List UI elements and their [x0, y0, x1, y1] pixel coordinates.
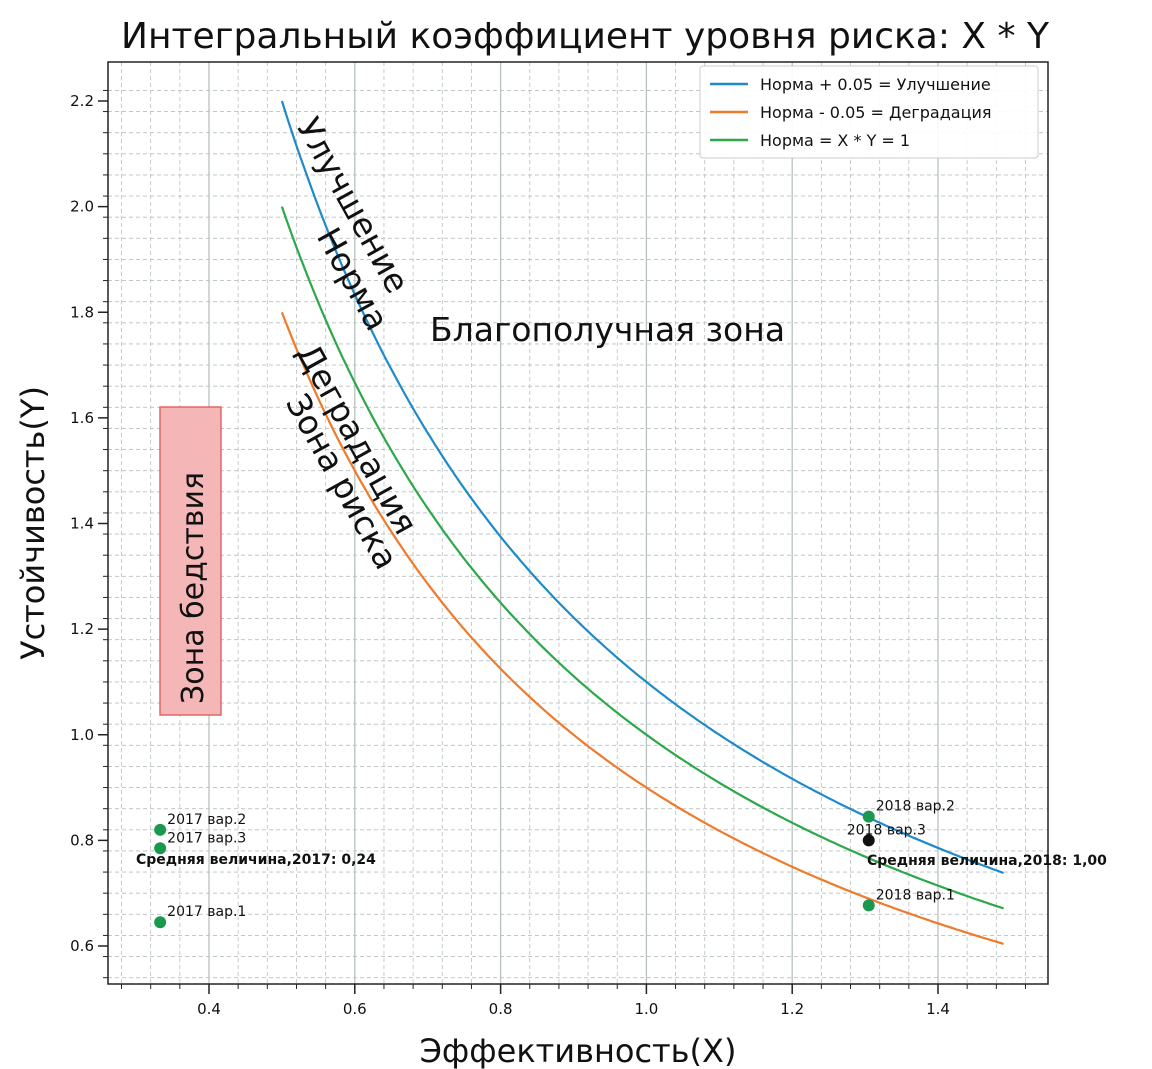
x-tick-label: 1.4	[926, 1000, 950, 1018]
chart-title: Интегральный коэффициент уровня риска: X…	[121, 16, 1050, 57]
legend-label: Норма - 0.05 = Деградация	[760, 103, 992, 122]
y-tick-label: 1.4	[70, 515, 94, 533]
x-axis-label: Эффективность(X)	[420, 1032, 737, 1069]
curves	[280, 100, 1004, 945]
series-line-2	[280, 311, 1004, 945]
series-line-1	[280, 100, 1004, 875]
zone-good-label: Благополучная зона	[430, 310, 785, 349]
data-point	[154, 916, 167, 929]
grid	[108, 62, 1048, 984]
plot-area	[107, 61, 1049, 985]
y-tick-label: 2.2	[70, 92, 94, 110]
y-tick-label: 1.6	[70, 409, 94, 427]
data-point	[862, 899, 875, 912]
x-tick-label: 1.2	[780, 1000, 804, 1018]
y-tick-label: 0.8	[70, 831, 94, 849]
data-point-label: 2018 вар.2	[876, 799, 955, 815]
y-tick-label: 0.6	[70, 937, 94, 955]
data-point-label: 2017 вар.3	[167, 830, 246, 846]
legend-label: Норма = X * Y = 1	[760, 131, 910, 150]
data-point-label: 2018 вар.3	[847, 822, 926, 838]
data-point	[154, 842, 167, 855]
disaster-zone-rect	[159, 406, 222, 716]
data-point	[154, 823, 167, 836]
y-tick-label: 2.0	[70, 198, 94, 216]
data-point-label: 2018 вар.1	[876, 887, 955, 903]
avg-2018-label: Средняя величина,2018: 1,00	[867, 853, 1107, 869]
series-line-3	[280, 206, 1004, 910]
y-tick-label: 1.0	[70, 726, 94, 744]
x-tick-label: 1.0	[634, 1000, 658, 1018]
data-point	[862, 834, 875, 847]
axis-ticks: 0.4 0.6 0.8 1.0 1.2 1.4 0.6 0.8 1.0 1.2 1.4 1.6 1.8 2…	[70, 89, 1026, 1018]
data-point-label: 2017 вар.1	[167, 904, 246, 920]
data-point-label: 2017 вар.2	[167, 812, 246, 828]
x-tick-label: 0.8	[489, 1000, 513, 1018]
y-tick-label: 1.2	[70, 620, 94, 638]
disaster-zone-box: Зона бедствия	[159, 406, 222, 716]
y-axis-label: Устойчивость(Y)	[14, 386, 52, 660]
data-points: 2017 вар.2 2017 вар.3 2017 вар.1 2018 вар.2…	[154, 799, 955, 929]
y-tick-label: 1.8	[70, 303, 94, 321]
legend: Норма + 0.05 = Улучшение Норма - 0.05 = Д…	[699, 65, 1039, 159]
data-point	[862, 810, 875, 823]
x-tick-label: 0.6	[343, 1000, 367, 1018]
legend-label: Норма + 0.05 = Улучшение	[760, 75, 991, 94]
disaster-zone-label: Зона бедствия	[176, 472, 211, 704]
x-tick-label: 0.4	[197, 1000, 221, 1018]
legend-box	[699, 65, 1039, 159]
zone-labels: Благополучная зона Улучшение Норма Дегра…	[278, 111, 785, 576]
avg-2017-label: Средняя величина,2017: 0,24	[136, 852, 376, 868]
